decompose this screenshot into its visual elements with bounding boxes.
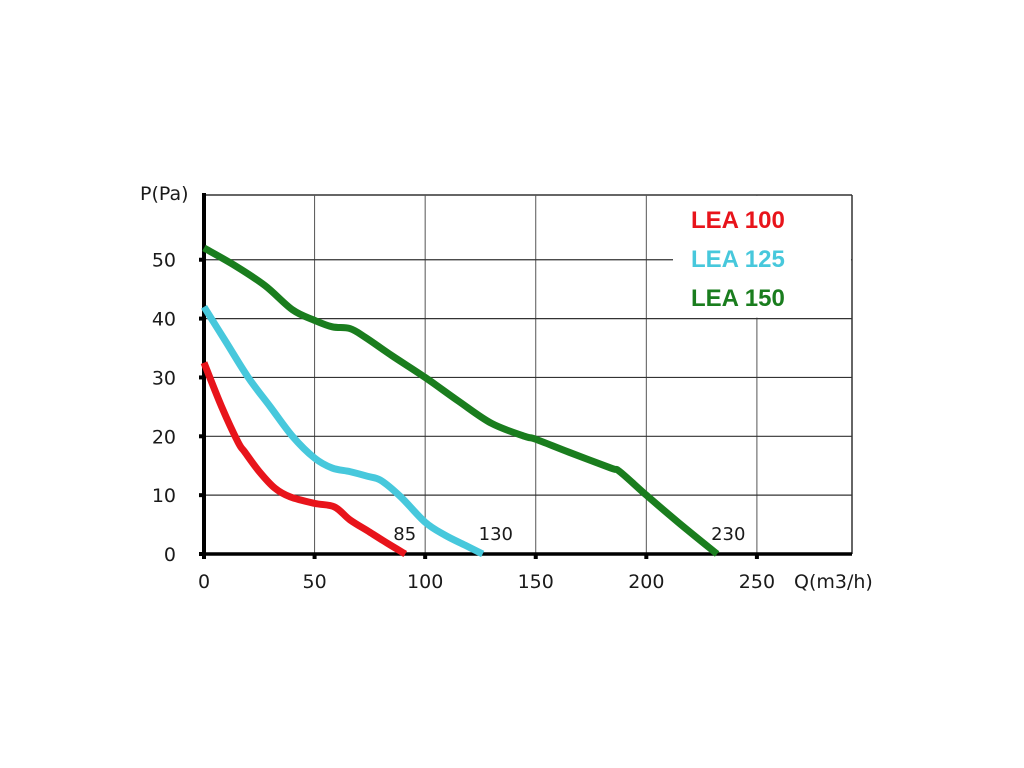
x-tick-mark [644, 554, 649, 559]
y-tick-mark [199, 434, 204, 439]
y-tick-label: 30 [152, 367, 176, 389]
series-line-lea-125 [201, 304, 485, 558]
y-tick-mark [199, 257, 204, 262]
x-tick-mark [423, 554, 428, 559]
x-tick-label: 250 [739, 571, 775, 593]
x-tick-mark [202, 554, 206, 559]
y-tick-mark [199, 552, 204, 556]
end-label-lea-125: 130 [479, 524, 513, 545]
y-tick-mark [199, 316, 204, 321]
end-label-lea-150: 230 [711, 524, 745, 545]
y-tick-label: 40 [152, 309, 176, 331]
x-tick-label: 150 [518, 571, 554, 593]
legend-entry-lea-100: LEA 100 [691, 207, 785, 234]
x-tick-mark [754, 554, 759, 559]
legend-box [673, 196, 851, 318]
end-labels: 85 130 230 [393, 524, 745, 545]
legend-entry-lea-150: LEA 150 [691, 285, 785, 312]
x-tick-label: 0 [198, 571, 210, 593]
series-line-lea-100 [200, 361, 408, 558]
y-tick-label: 20 [152, 426, 176, 448]
y-tick-mark [199, 375, 204, 380]
end-label-lea-100: 85 [393, 524, 416, 545]
y-tick-label: 50 [152, 250, 176, 272]
x-axis-title: Q(m3/h) [794, 571, 873, 593]
series-lines [200, 244, 720, 558]
x-tick-label: 50 [302, 571, 326, 593]
x-tick-label: 100 [407, 571, 443, 593]
y-tick-label: 10 [152, 485, 176, 507]
axes [199, 193, 852, 559]
x-tick-mark [312, 554, 317, 559]
y-tick-mark [199, 493, 204, 498]
legend-background [673, 196, 851, 318]
y-axis-title: P(Pa) [140, 183, 189, 205]
x-tick-mark [533, 554, 538, 559]
x-tick-label: 200 [628, 571, 664, 593]
series-line-lea-150 [202, 244, 720, 557]
y-tick-label: 0 [164, 544, 176, 566]
tick-labels: 0 10 20 30 40 50 0 50 100 150 200 250 [152, 250, 775, 593]
legend-entry-lea-125: LEA 125 [691, 246, 785, 273]
legend: LEA 100 LEA 125 LEA 150 [691, 207, 785, 312]
